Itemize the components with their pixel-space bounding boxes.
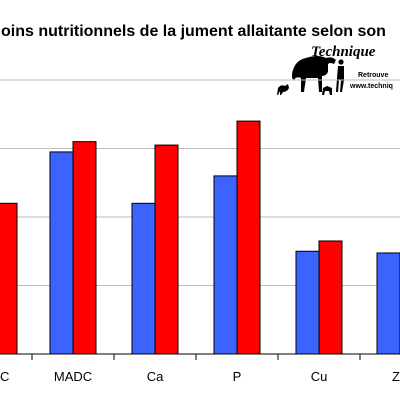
bar-series-2-cu [318, 240, 343, 355]
logo-brand-text: Technique [311, 44, 376, 60]
bar-series-1-ca [131, 202, 156, 355]
x-tick-label-cu: Cu [311, 369, 328, 384]
x-tick-label-ca: Ca [147, 369, 164, 384]
bar-series-1-p [213, 175, 238, 355]
bar-series-2-madc [72, 141, 97, 355]
bar-series-1-z [376, 252, 400, 355]
bar-series-1-madc [49, 151, 74, 355]
logo: Technique Retrouve www.techniq [277, 44, 393, 95]
bars [0, 120, 400, 355]
bar-series-2-p [236, 120, 261, 355]
chart-title: oins nutritionnels de la jument allaitan… [1, 23, 386, 40]
logo-line2-text: www.techniq [349, 83, 393, 90]
bar-series-2-c [0, 202, 18, 355]
x-tick-label-c: C [0, 369, 9, 384]
horse-silhouette-icon [277, 56, 344, 95]
bar-series-2-ca [154, 144, 179, 355]
x-tick-label-p: P [233, 369, 242, 384]
logo-line1-text: Retrouve [358, 72, 388, 79]
bar-series-1-cu [295, 250, 320, 355]
x-tick-labels: C MADC Ca P Cu Z [0, 369, 400, 384]
x-tick-label-madc: MADC [54, 369, 92, 384]
x-tick-label-z: Z [392, 369, 400, 384]
x-tick-marks [31, 354, 361, 360]
